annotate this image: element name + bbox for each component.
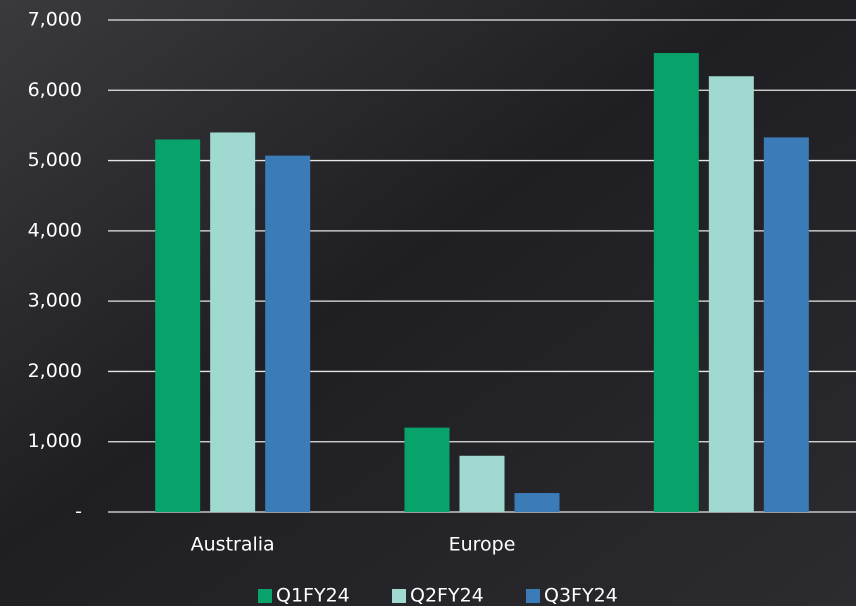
legend-label: Q1FY24 [276,585,350,606]
bar [155,139,201,512]
legend-swatch [392,589,406,603]
bar [514,493,560,512]
y-tick-label: 6,000 [28,79,82,101]
bar [708,76,754,512]
legend-label: Q3FY24 [544,585,618,606]
bar [653,53,699,512]
y-tick-label: 7,000 [28,9,82,31]
bar [459,455,505,512]
y-tick-label: 5,000 [28,149,82,171]
y-tick-label: 4,000 [28,219,82,241]
bar [210,132,256,512]
legend-swatch [526,589,540,603]
legend-label: Q2FY24 [410,585,484,606]
x-tick-label: Europe [449,534,516,556]
bar [265,155,311,512]
bar [404,427,450,512]
legend-swatch [258,589,272,603]
y-tick-label: 2,000 [28,360,82,382]
y-tick-label: 3,000 [28,290,82,312]
bar [763,137,809,512]
y-tick-label: - [75,501,82,523]
y-tick-label: 1,000 [28,430,82,452]
x-tick-label: Australia [191,534,275,556]
